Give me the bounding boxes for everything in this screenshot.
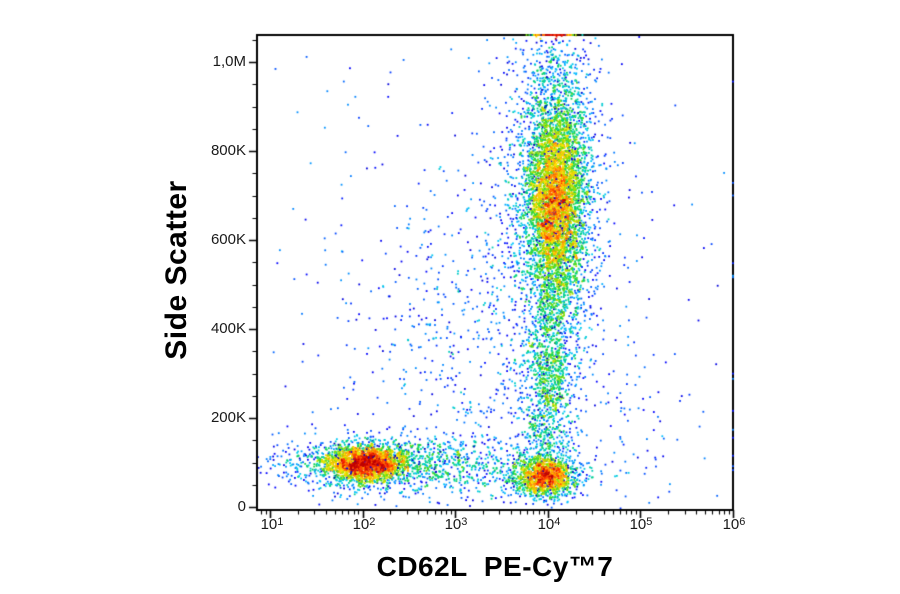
y-tick-label-1m: 1,0M [212,53,246,70]
x-tick-label-10e6: 106 [722,516,746,533]
y-tick-label-400k: 400K [210,320,246,337]
x-tick-label-10e1: 101 [260,516,284,533]
y-tick-label-200k: 200K [210,409,246,426]
x-tick-label-10e5: 105 [629,516,653,533]
x-tick-label-10e4: 104 [537,516,561,533]
y-tick-label-600k: 600K [210,231,246,248]
x-axis-title: CD62L PE-Cy™7 [376,551,614,582]
x-tick-label-10e2: 102 [352,516,376,533]
y-tick-label-800k: 800K [210,142,246,159]
y-tick-label-0: 0 [237,498,246,515]
y-axis-title: Side Scatter [160,180,193,360]
x-tick-label-10e3: 103 [444,516,468,533]
